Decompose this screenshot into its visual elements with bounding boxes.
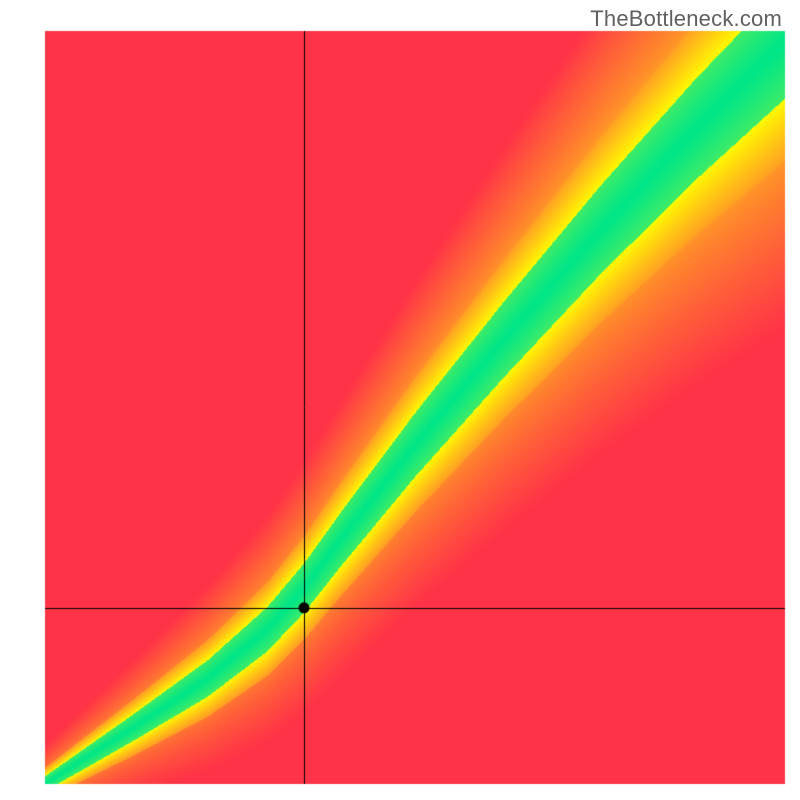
chart-container: TheBottleneck.com xyxy=(0,0,800,800)
bottleneck-heatmap-canvas xyxy=(0,0,800,800)
watermark-text: TheBottleneck.com xyxy=(590,6,782,32)
